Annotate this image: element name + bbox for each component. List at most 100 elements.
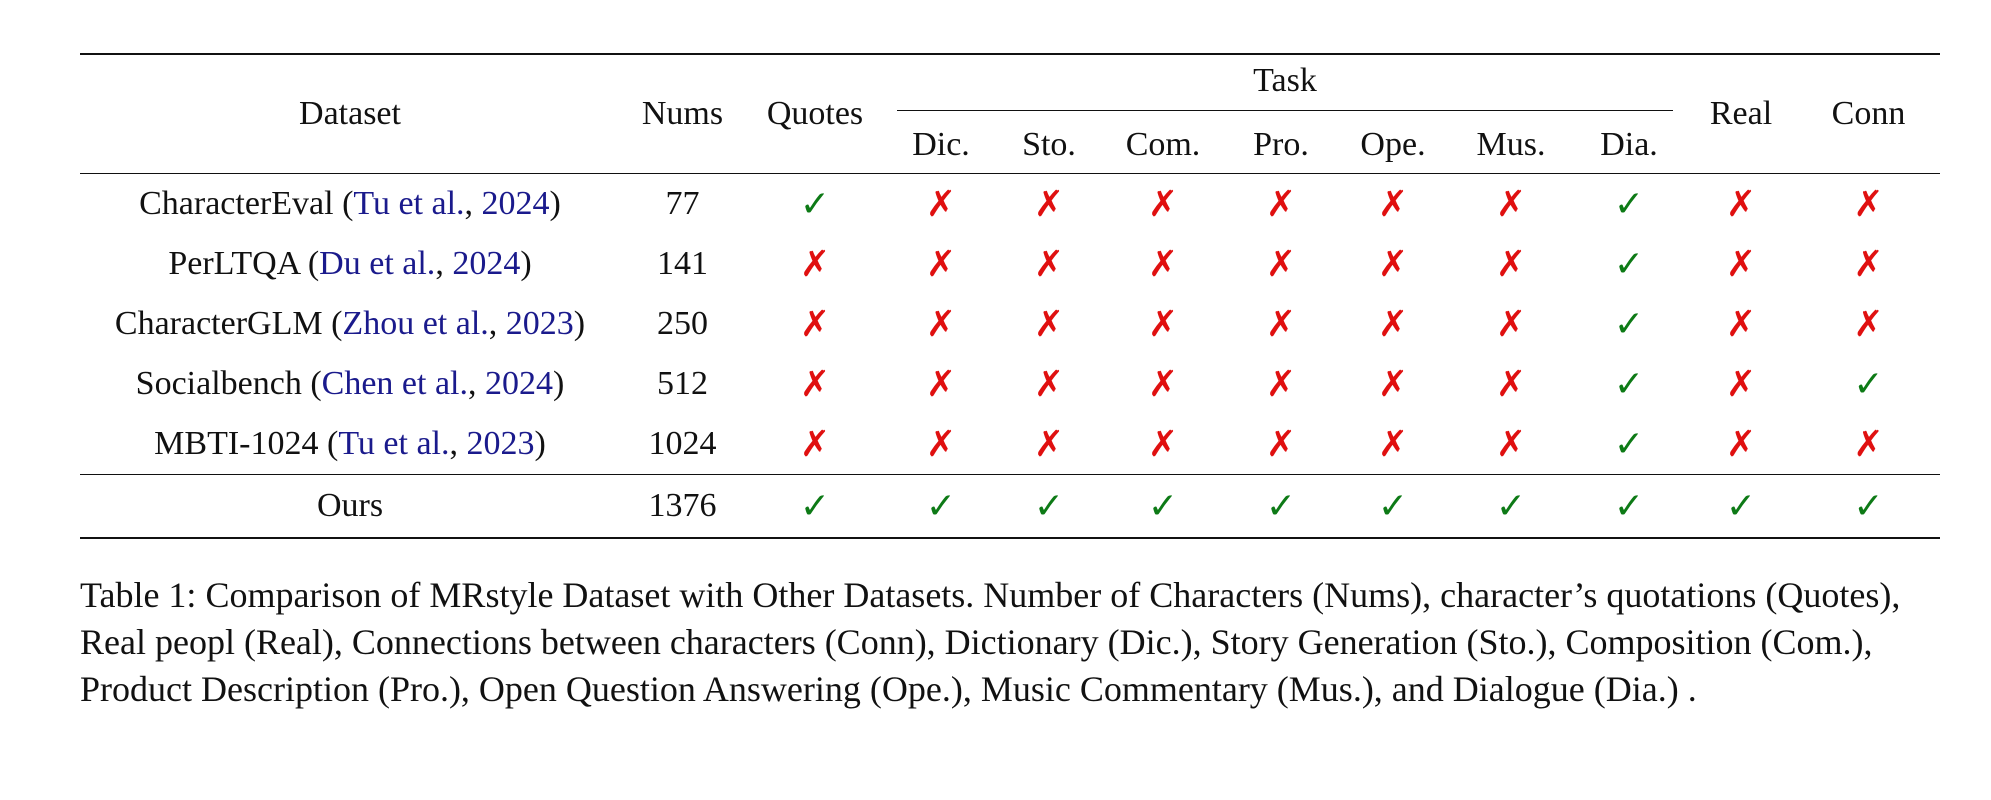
table-row: CharacterGLM (Zhou et al., 2023) 250 ✗ ✗…	[80, 294, 1940, 354]
header-real: Real	[1685, 53, 1797, 174]
header-task-label: Task	[1253, 61, 1317, 99]
cross-icon: ✗	[1265, 424, 1297, 464]
check-icon: ✓	[1613, 364, 1645, 404]
comparison-table-container: Dataset Nums Quotes Task Real Conn Dic. …	[80, 53, 1940, 539]
comparison-table: Dataset Nums Quotes Task Real Conn Dic. …	[80, 53, 1940, 539]
citation-link[interactable]: Tu et al.	[353, 185, 465, 222]
cross-icon: ✗	[1725, 304, 1757, 344]
header-dataset: Dataset	[80, 53, 620, 174]
cross-icon: ✗	[1495, 424, 1527, 464]
check-icon: ✓	[1573, 474, 1685, 539]
cross-icon: ✗	[1147, 364, 1179, 404]
cross-icon: ✗	[1853, 424, 1884, 464]
cross-icon: ✗	[1853, 244, 1884, 284]
cross-icon: ✗	[1147, 304, 1179, 344]
cross-icon: ✗	[799, 304, 831, 344]
header-ope: Ope.	[1337, 117, 1449, 174]
cross-icon: ✗	[925, 424, 957, 464]
cross-icon: ✗	[1147, 184, 1179, 224]
table-row: MBTI-1024 (Tu et al., 2023) 1024 ✗ ✗ ✗ ✗…	[80, 414, 1940, 475]
citation-link[interactable]: Du et al.	[319, 245, 436, 282]
citation-link[interactable]: Chen et al.	[321, 365, 468, 402]
check-icon: ✓	[997, 474, 1101, 539]
table-caption: Table 1: Comparison of MRstyle Dataset w…	[80, 575, 1901, 709]
dataset-cell: MBTI-1024 (Tu et al., 2023)	[154, 425, 546, 462]
check-icon: ✓	[799, 184, 831, 224]
citation-year-link[interactable]: 2024	[481, 185, 550, 222]
check-icon: ✓	[1797, 474, 1940, 539]
check-icon: ✓	[1225, 474, 1337, 539]
check-icon: ✓	[885, 474, 997, 539]
cross-icon: ✗	[799, 244, 831, 284]
cross-icon: ✗	[1377, 364, 1409, 404]
cross-icon: ✗	[1377, 304, 1409, 344]
cross-icon: ✗	[1377, 244, 1409, 284]
nums-cell: 141	[657, 245, 708, 282]
citation-link[interactable]: Tu et al.	[338, 425, 450, 462]
cross-icon: ✗	[1265, 184, 1297, 224]
cross-icon: ✗	[1147, 424, 1179, 464]
header-dic: Dic.	[885, 117, 997, 174]
cross-icon: ✗	[1495, 304, 1527, 344]
cross-icon: ✗	[1033, 364, 1065, 404]
table-row-ours: Ours 1376 ✓ ✓ ✓ ✓ ✓ ✓ ✓ ✓ ✓ ✓	[80, 474, 1940, 539]
cross-icon: ✗	[1265, 304, 1297, 344]
nums-cell: 1024	[648, 425, 717, 462]
nums-cell: 77	[665, 185, 700, 222]
header-sto: Sto.	[997, 117, 1101, 174]
cross-icon: ✗	[1725, 244, 1757, 284]
check-icon: ✓	[745, 474, 885, 539]
header-conn: Conn	[1797, 53, 1940, 174]
cross-icon: ✗	[1725, 364, 1757, 404]
header-com: Com.	[1101, 117, 1225, 174]
cross-icon: ✗	[1265, 244, 1297, 284]
cross-icon: ✗	[1495, 244, 1527, 284]
cross-icon: ✗	[1033, 244, 1065, 284]
check-icon: ✓	[1101, 474, 1225, 539]
check-icon: ✓	[1613, 184, 1645, 224]
check-icon: ✓	[1853, 364, 1884, 404]
citation-year-link[interactable]: 2023	[505, 305, 574, 342]
check-icon: ✓	[1685, 474, 1797, 539]
nums-cell: 1376	[620, 474, 745, 539]
table-row: PerLTQA (Du et al., 2024) 141 ✗ ✗ ✗ ✗ ✗ …	[80, 234, 1940, 294]
nums-cell: 250	[657, 305, 708, 342]
check-icon: ✓	[1337, 474, 1449, 539]
cross-icon: ✗	[1147, 244, 1179, 284]
dataset-cell: CharacterGLM (Zhou et al., 2023)	[114, 305, 586, 342]
table-row: Socialbench (Chen et al., 2024) 512 ✗ ✗ …	[80, 354, 1940, 414]
cross-icon: ✗	[1377, 184, 1409, 224]
cross-icon: ✗	[1853, 304, 1884, 344]
cross-icon: ✗	[925, 304, 957, 344]
dataset-cell: Socialbench (Chen et al., 2024)	[135, 365, 565, 402]
citation-year-link[interactable]: 2024	[452, 245, 521, 282]
header-task: Task	[885, 53, 1685, 117]
citation-year-link[interactable]: 2023	[466, 425, 535, 462]
cross-icon: ✗	[1725, 184, 1757, 224]
cross-icon: ✗	[925, 184, 957, 224]
cross-icon: ✗	[799, 424, 831, 464]
cross-icon: ✗	[1377, 424, 1409, 464]
check-icon: ✓	[1449, 474, 1573, 539]
cross-icon: ✗	[1495, 184, 1527, 224]
header-dia: Dia.	[1573, 117, 1685, 174]
check-icon: ✓	[1613, 304, 1645, 344]
header-nums: Nums	[620, 53, 745, 174]
citation-link[interactable]: Zhou et al.	[342, 305, 489, 342]
table-body: CharacterEval (Tu et al., 2024) 77 ✓ ✗ ✗…	[80, 174, 1940, 539]
cross-icon: ✗	[925, 364, 957, 404]
cross-icon: ✗	[1033, 184, 1065, 224]
cross-icon: ✗	[1495, 364, 1527, 404]
header-mus: Mus.	[1449, 117, 1573, 174]
cross-icon: ✗	[1033, 424, 1065, 464]
cross-icon: ✗	[1033, 304, 1065, 344]
cross-icon: ✗	[1265, 364, 1297, 404]
header-pro: Pro.	[1225, 117, 1337, 174]
dataset-cell: CharacterEval (Tu et al., 2024)	[139, 185, 561, 222]
header-quotes: Quotes	[745, 53, 885, 174]
cross-icon: ✗	[1853, 184, 1884, 224]
check-icon: ✓	[1613, 424, 1645, 464]
cross-icon: ✗	[1725, 424, 1757, 464]
cross-icon: ✗	[799, 364, 831, 404]
citation-year-link[interactable]: 2024	[485, 365, 553, 402]
